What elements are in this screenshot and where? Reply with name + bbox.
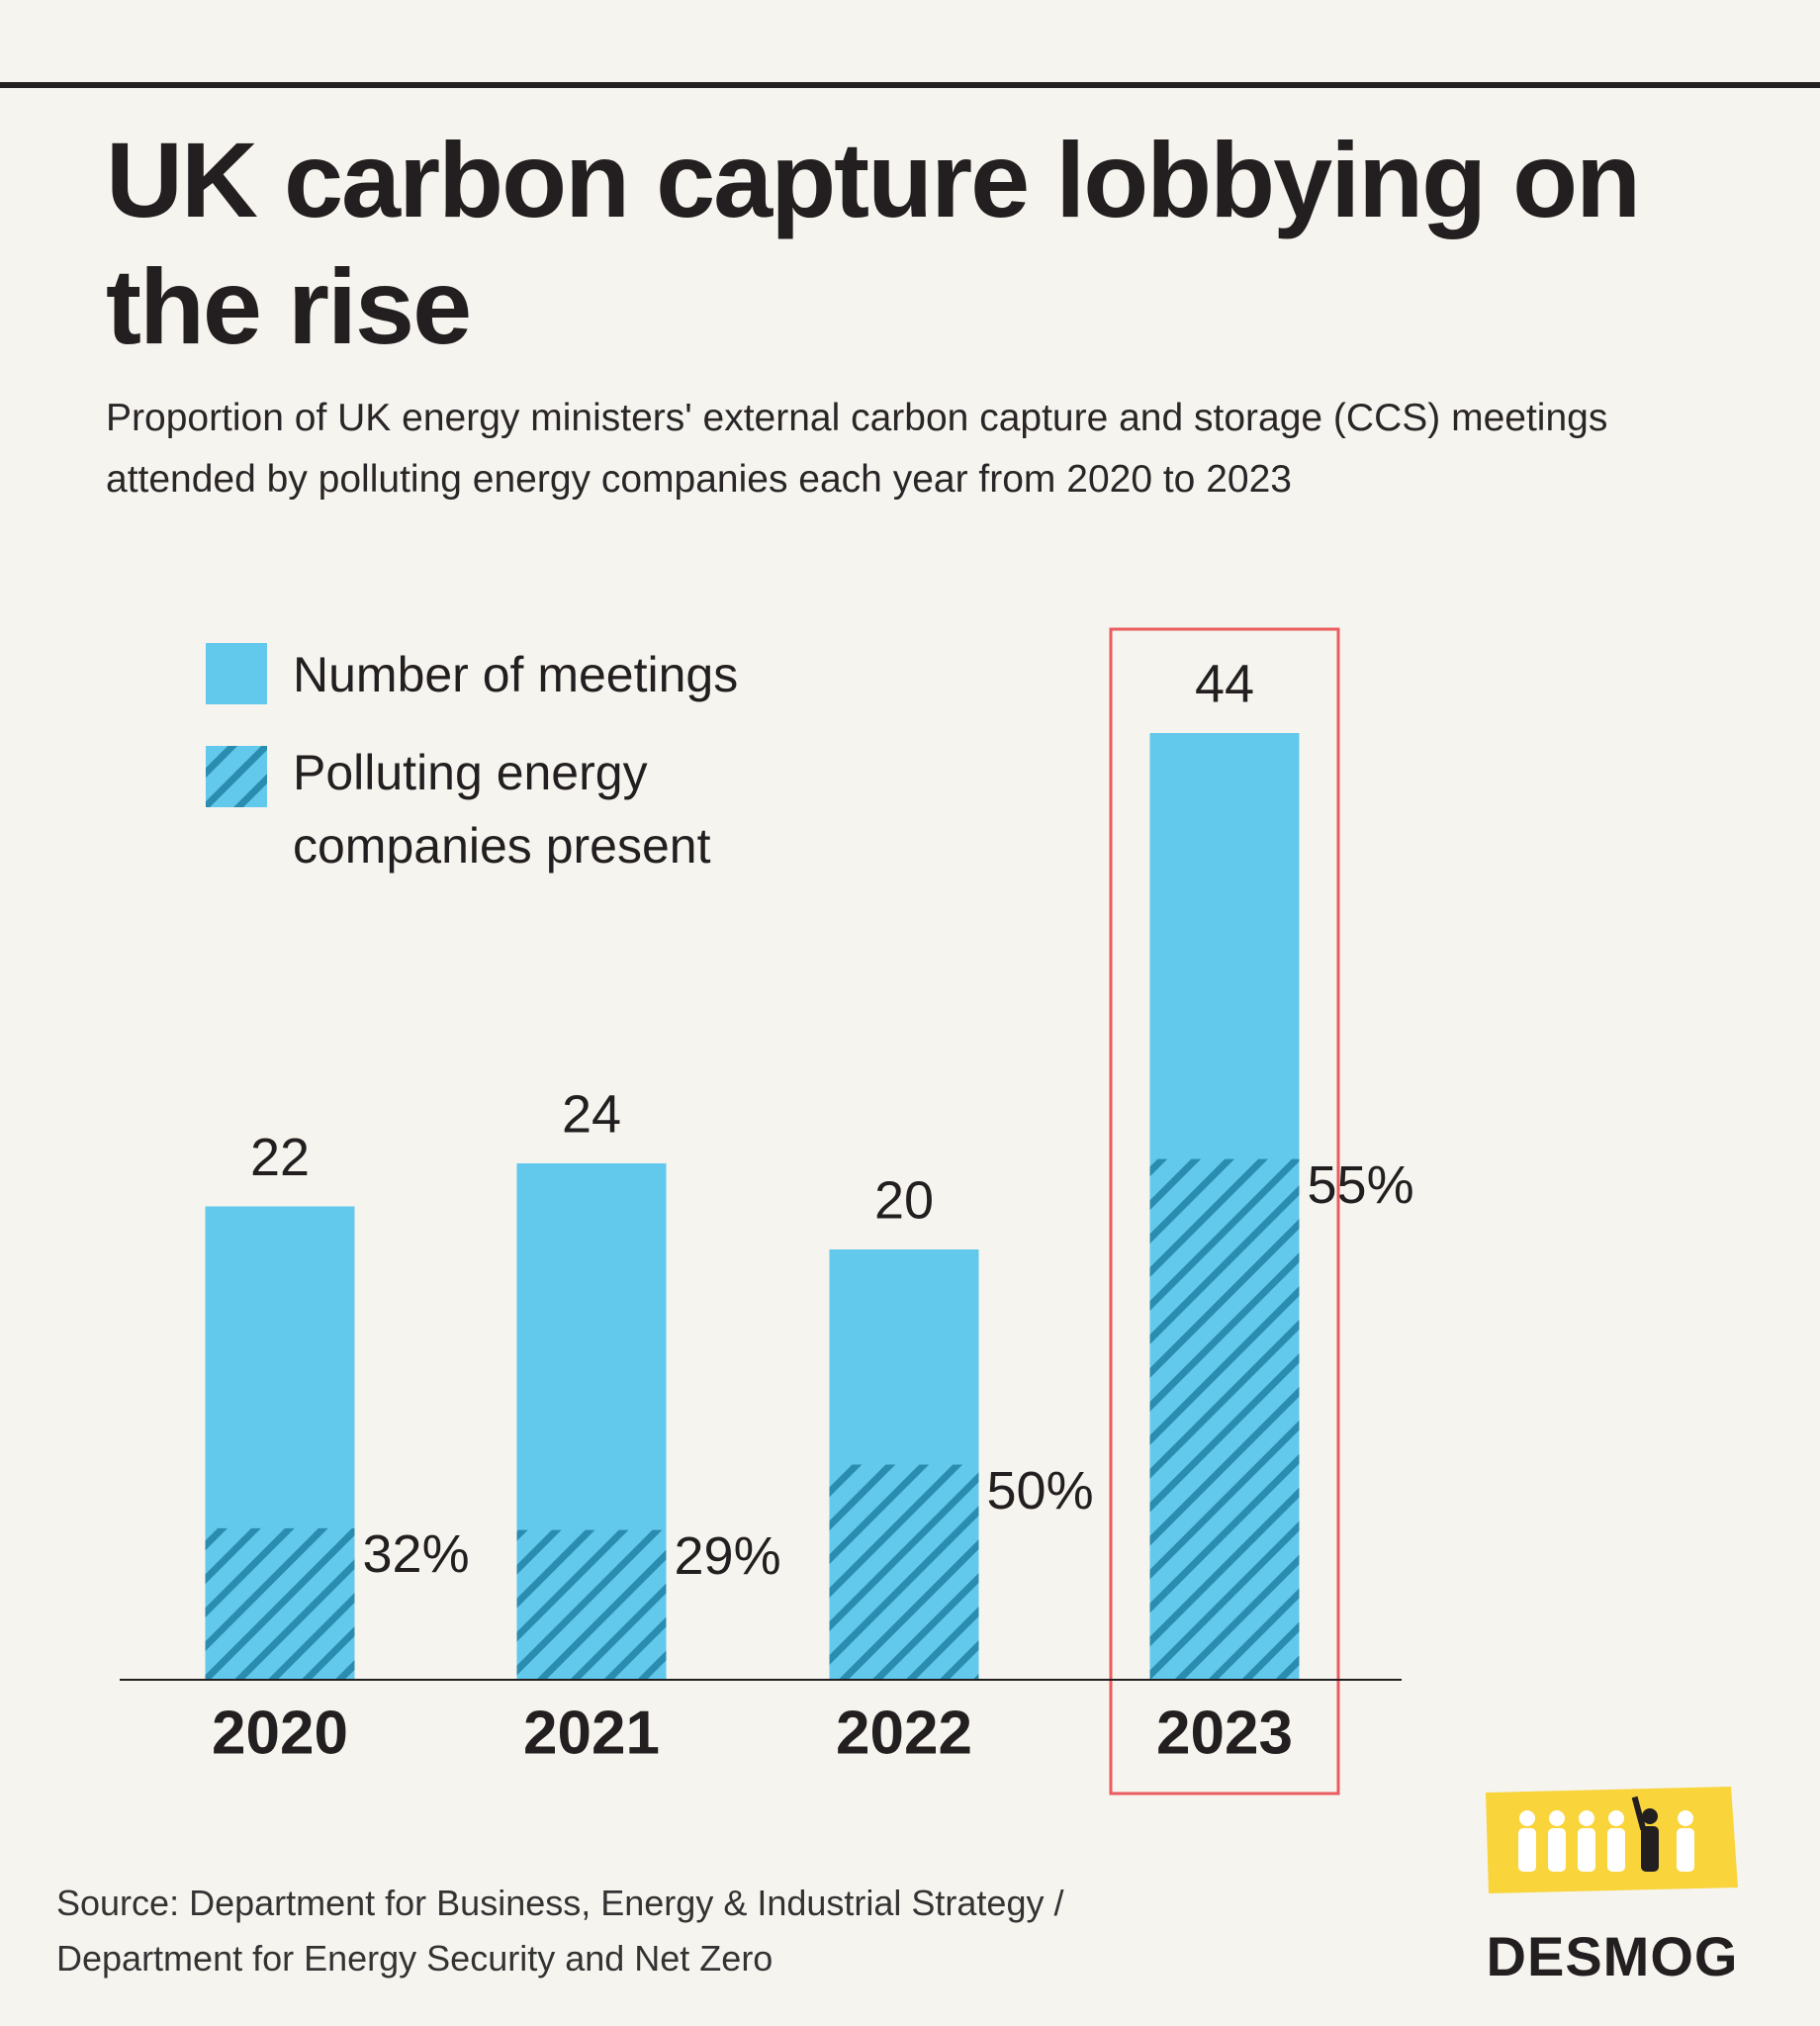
legend-swatch (206, 643, 267, 704)
chart-subtitle: Proportion of UK energy ministers' exter… (106, 397, 1608, 501)
legend-label: Polluting energy companies present (293, 745, 711, 874)
value-label: 32% (363, 1524, 470, 1584)
highlight-box (1109, 627, 1340, 1796)
value-label: 22 (250, 1128, 310, 1187)
value-label: 20 (874, 1170, 934, 1230)
bar-segment (829, 1464, 979, 1680)
brand: DESMOG (1486, 1925, 1739, 1987)
x-tick-label: 2023 (1156, 1699, 1293, 1767)
x-tick-label: 2021 (523, 1699, 660, 1767)
value-label: 44 (1195, 654, 1254, 713)
logo (1486, 1787, 1738, 1893)
bar-segment (205, 1527, 355, 1680)
source-note: Source: Department for Business, Energy … (56, 1883, 1064, 1979)
x-tick-label: 2020 (212, 1699, 348, 1767)
value-label: 55% (1308, 1155, 1414, 1215)
bar-segment (516, 1529, 667, 1680)
top-rule (0, 82, 1820, 88)
legend-swatch (206, 746, 267, 807)
value-label: 50% (987, 1461, 1094, 1520)
value-label: 29% (675, 1526, 781, 1586)
chart-title: UK carbon capture lobbying on the rise (106, 120, 1641, 366)
value-label: 24 (562, 1084, 621, 1144)
x-tick-label: 2022 (836, 1699, 972, 1767)
legend-label: Number of meetings (293, 647, 739, 702)
bar-segment (1149, 1158, 1300, 1680)
